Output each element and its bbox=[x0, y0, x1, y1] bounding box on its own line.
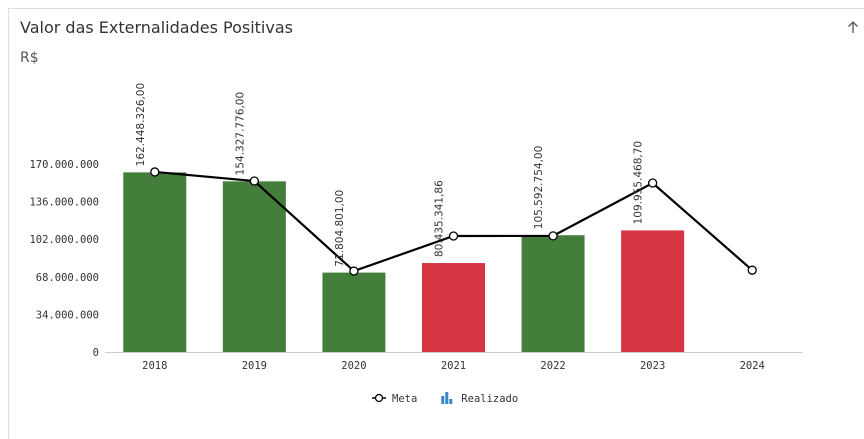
legend-marker bbox=[441, 396, 445, 404]
bar bbox=[521, 235, 585, 352]
x-tick-label: 2022 bbox=[540, 360, 565, 372]
legend-marker bbox=[374, 393, 384, 403]
bar bbox=[222, 181, 286, 352]
y-tick-label: 136.000.000 bbox=[29, 197, 99, 209]
value-label: 80.435.341,86 bbox=[434, 180, 446, 257]
legend-label: Realizado bbox=[461, 393, 518, 405]
line-point bbox=[647, 178, 658, 188]
legend-marker bbox=[445, 392, 449, 404]
legend-marker bbox=[449, 399, 453, 404]
value-label: 162.448.326,00 bbox=[135, 83, 147, 167]
line-point bbox=[349, 266, 359, 276]
x-tick-label: 2023 bbox=[640, 360, 665, 372]
x-tick-label: 2021 bbox=[441, 360, 466, 372]
chart-subtitle: R$ bbox=[20, 50, 39, 66]
line-point bbox=[448, 231, 459, 241]
x-tick-label: 2019 bbox=[242, 360, 267, 372]
line-point bbox=[747, 265, 757, 275]
value-label: 109.955.468,70 bbox=[633, 141, 645, 225]
bar bbox=[422, 263, 485, 352]
bar bbox=[123, 172, 187, 352]
chart-title: Valor das Externalidades Positivas bbox=[20, 18, 293, 37]
bar bbox=[621, 230, 685, 352]
y-tick-label: 68.000.000 bbox=[36, 272, 99, 284]
value-label: 154.327.776,00 bbox=[234, 92, 246, 176]
x-tick-label: 2018 bbox=[142, 360, 167, 372]
x-tick-label: 2024 bbox=[740, 360, 765, 372]
sort-icon[interactable] bbox=[848, 21, 858, 33]
bar bbox=[322, 272, 386, 352]
y-tick-label: 0 bbox=[93, 347, 99, 359]
line-point bbox=[548, 231, 558, 241]
value-label: 71.804.801,00 bbox=[334, 190, 346, 267]
value-label: 105.592.754,00 bbox=[533, 146, 545, 230]
line-point bbox=[249, 176, 260, 186]
y-tick-label: 34.000.000 bbox=[36, 309, 99, 321]
x-tick-label: 2020 bbox=[341, 360, 366, 372]
y-tick-label: 102.000.000 bbox=[29, 234, 99, 246]
line-point bbox=[150, 167, 160, 177]
legend-label: Meta bbox=[392, 393, 417, 405]
y-tick-label: 170.000.000 bbox=[29, 159, 99, 171]
